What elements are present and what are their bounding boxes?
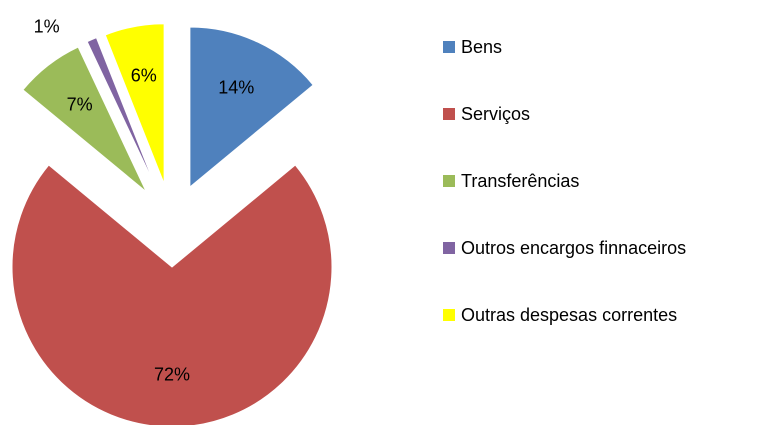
pie-slice: [189, 26, 314, 189]
pie-slice: [104, 23, 165, 184]
legend-label: Serviços: [461, 104, 530, 124]
legend-label: Outros encargos finnaceiros: [461, 238, 686, 258]
legend-label: Bens: [461, 37, 502, 57]
legend-swatch: [443, 175, 455, 187]
data-label: 6%: [131, 66, 157, 86]
legend-swatch: [443, 108, 455, 120]
data-label: 72%: [154, 365, 190, 385]
legend-label: Transferências: [461, 171, 579, 191]
legend-swatch: [443, 309, 455, 321]
legend-swatch: [443, 242, 455, 254]
legend-label: Outras despesas correntes: [461, 305, 677, 325]
data-label: 1%: [34, 17, 60, 37]
legend-swatch: [443, 41, 455, 53]
data-label: 7%: [67, 95, 93, 115]
data-label: 14%: [218, 77, 254, 97]
pie-slice: [86, 37, 156, 187]
pie-slice: [22, 46, 147, 193]
pie-slice: [11, 164, 333, 425]
